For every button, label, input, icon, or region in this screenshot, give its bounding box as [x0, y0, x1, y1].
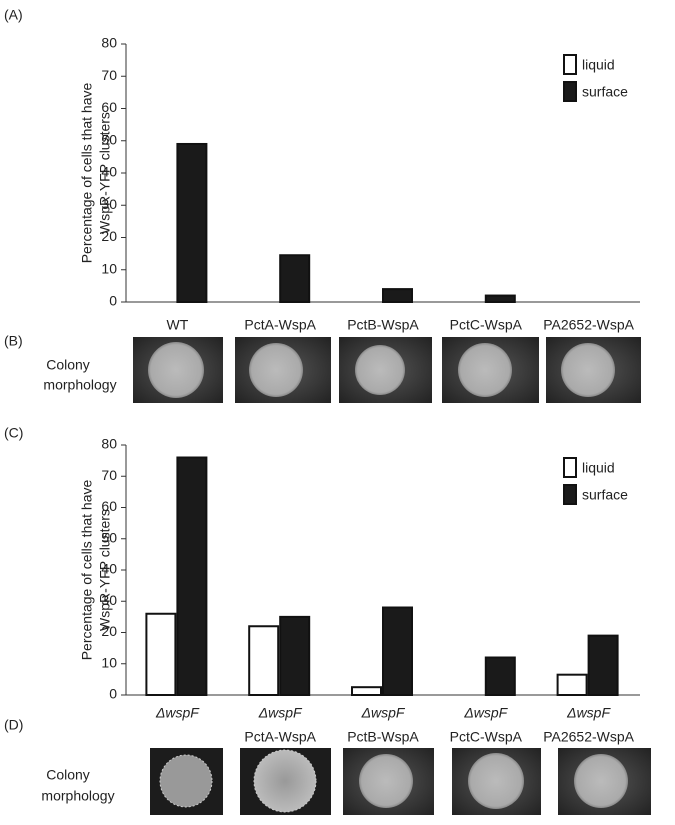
y-axis-title: WspR-YFP clusters — [97, 509, 113, 631]
panel-label: (D) — [4, 717, 23, 733]
y-tick-label: 70 — [101, 467, 117, 483]
x-tick-label: PctC-WspA — [450, 317, 523, 333]
x-tick-label: ΔwspF — [155, 705, 200, 721]
y-tick-label: 60 — [101, 99, 117, 115]
y-tick-label: 30 — [101, 196, 117, 212]
y-tick-label: 20 — [101, 623, 117, 639]
x-tick-sublabel: PctC-WspA — [450, 729, 523, 745]
y-tick-label: 40 — [101, 164, 117, 180]
y-tick-label: 10 — [101, 654, 117, 670]
y-tick-label: 70 — [101, 67, 117, 83]
x-tick-sublabel: PctB-WspA — [347, 729, 419, 745]
y-tick-label: 60 — [101, 498, 117, 514]
y-tick-label: 80 — [101, 35, 117, 51]
x-tick-label: ΔwspF — [463, 705, 508, 721]
x-tick-label: PA2652-WspA — [543, 317, 634, 333]
x-tick-label: ΔwspF — [566, 705, 611, 721]
y-tick-label: 10 — [101, 260, 117, 276]
legend-swatch — [563, 484, 577, 505]
y-tick-label: 0 — [109, 686, 117, 702]
y-tick-label: 50 — [101, 529, 117, 545]
legend-label: liquid — [582, 57, 615, 73]
panel-label: (B) — [4, 333, 23, 349]
legend-swatch — [563, 457, 577, 478]
legend-swatch — [563, 54, 577, 75]
colony-label: morphology — [41, 788, 114, 804]
x-tick-label: ΔwspF — [361, 705, 406, 721]
bar — [176, 456, 208, 696]
bar — [587, 634, 619, 696]
y-axis-title: Percentage of cells that have — [79, 480, 95, 661]
y-tick-label: 80 — [101, 436, 117, 452]
y-tick-label: 0 — [109, 293, 117, 309]
bar — [279, 615, 311, 696]
bar — [176, 142, 208, 303]
panel-label: (A) — [4, 7, 23, 23]
bar — [556, 673, 588, 696]
y-axis-title: Percentage of cells that have — [79, 83, 95, 264]
colony-label: Colony — [46, 357, 90, 373]
y-tick-label: 50 — [101, 131, 117, 147]
bar — [382, 606, 413, 696]
legend-label: surface — [582, 84, 628, 100]
bar — [279, 254, 311, 304]
bar — [248, 625, 280, 696]
x-tick-label: ΔwspF — [258, 705, 303, 721]
y-tick-label: 30 — [101, 592, 117, 608]
colony-label: Colony — [46, 767, 90, 783]
legend-label: liquid — [582, 460, 615, 476]
x-tick-label: PctA-WspA — [244, 317, 316, 333]
bar — [351, 686, 382, 696]
x-tick-sublabel: PA2652-WspA — [543, 729, 634, 745]
y-axis-title: WspR-YFP clusters — [97, 112, 113, 234]
legend-swatch — [563, 81, 577, 102]
x-tick-label: PctB-WspA — [347, 317, 419, 333]
x-tick-label: WT — [167, 317, 189, 333]
legend-label: surface — [582, 487, 628, 503]
y-tick-label: 20 — [101, 228, 117, 244]
bar — [484, 294, 516, 303]
colony-images-b — [133, 337, 641, 403]
colony-label: morphology — [43, 377, 116, 393]
colony-images-d — [150, 748, 651, 815]
bar — [484, 656, 516, 696]
bar — [145, 612, 177, 696]
x-tick-sublabel: PctA-WspA — [244, 729, 316, 745]
y-tick-label: 40 — [101, 561, 117, 577]
panel-label: (C) — [4, 425, 23, 441]
bar — [382, 288, 413, 304]
